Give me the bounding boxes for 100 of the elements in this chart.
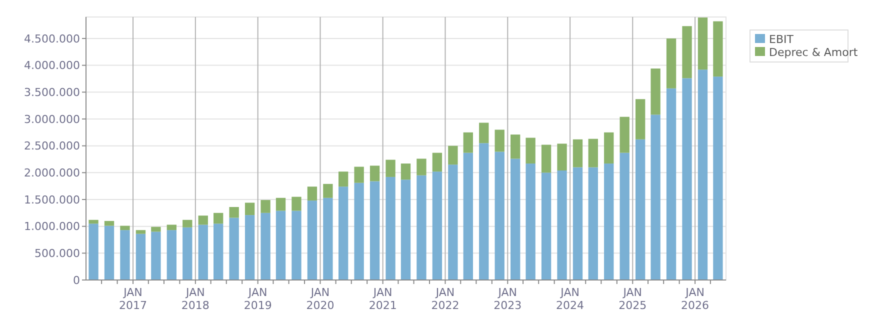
bar — [463, 152, 473, 280]
bar — [432, 172, 442, 280]
bar — [650, 114, 660, 280]
bar — [198, 224, 208, 280]
x-tick-label: JAN 2019 — [244, 286, 272, 312]
bar — [698, 70, 708, 280]
y-tick-label: 0 — [73, 274, 80, 287]
bar — [698, 18, 708, 70]
bar — [338, 186, 348, 280]
y-tick-label: 4.500.000 — [24, 32, 80, 46]
y-tick-label: 500.000 — [34, 247, 80, 260]
bar — [307, 200, 318, 280]
x-tick-label: JAN 2017 — [119, 286, 148, 312]
bar — [229, 218, 239, 280]
bar — [682, 26, 692, 78]
bar — [354, 182, 364, 280]
bar — [338, 172, 348, 187]
bar — [354, 166, 364, 183]
y-tick-label: 3.500.000 — [24, 86, 80, 99]
legend-label: EBIT — [769, 32, 794, 46]
y-tick-label: 2.500.000 — [24, 140, 80, 153]
bar — [260, 200, 270, 213]
bar — [323, 198, 333, 280]
x-tick-label: JAN 2022 — [431, 286, 460, 312]
bar — [120, 226, 130, 230]
bar — [526, 138, 536, 164]
bar — [494, 130, 504, 152]
bar — [510, 134, 520, 159]
bar — [479, 143, 489, 280]
bar — [244, 202, 255, 216]
bar — [635, 99, 646, 140]
y-tick-label: 1.000.000 — [24, 220, 80, 234]
bar — [166, 230, 177, 280]
x-tick-label: JAN 2026 — [681, 286, 710, 312]
bar — [198, 216, 208, 225]
y-tick-label: 4.000.000 — [24, 59, 80, 72]
bar — [182, 220, 192, 228]
bar — [557, 170, 567, 280]
x-tick-label: JAN 2021 — [368, 286, 397, 312]
bar — [479, 122, 489, 144]
bar — [588, 167, 598, 280]
bar — [682, 78, 692, 280]
bar — [386, 160, 396, 177]
bar — [572, 167, 583, 280]
bar — [557, 144, 567, 171]
bar — [713, 21, 723, 77]
bar — [276, 210, 286, 280]
bar — [370, 181, 380, 280]
x-tick-label: JAN 2023 — [494, 286, 522, 312]
bar — [386, 176, 396, 280]
y-tick-label: 2.000.000 — [24, 166, 80, 180]
y-tick-label: 1.500.000 — [24, 193, 80, 206]
bar — [494, 152, 504, 280]
bar — [229, 207, 239, 218]
bar — [136, 234, 146, 280]
bar — [151, 226, 161, 232]
bar — [635, 139, 646, 280]
bar — [276, 198, 286, 211]
bar — [666, 88, 676, 280]
bar — [541, 172, 552, 280]
x-tick-label: JAN 2025 — [618, 286, 647, 312]
bar — [104, 220, 114, 226]
y-tick-label: 3.000.000 — [24, 112, 80, 126]
bar — [510, 158, 520, 280]
bar — [604, 132, 614, 164]
bar — [370, 166, 380, 182]
bar — [604, 164, 614, 280]
bar — [260, 212, 270, 280]
bar — [620, 152, 630, 280]
bar — [214, 224, 224, 280]
bar — [572, 139, 583, 168]
bar — [416, 175, 426, 280]
bar — [713, 76, 723, 280]
bar — [416, 158, 426, 176]
bar — [448, 164, 458, 280]
bar — [432, 152, 442, 172]
bar — [166, 224, 177, 230]
bar — [88, 220, 98, 224]
bar — [650, 68, 660, 115]
bar — [400, 180, 411, 280]
bar — [244, 215, 255, 280]
bar — [463, 132, 473, 153]
bar — [104, 226, 114, 280]
bar — [666, 38, 676, 88]
bar — [88, 224, 98, 280]
x-tick-label: JAN 2018 — [181, 286, 210, 312]
x-tick-label: JAN 2020 — [306, 286, 334, 312]
bar — [620, 116, 630, 153]
bar — [448, 146, 458, 165]
bar — [541, 144, 552, 173]
x-tick-label: JAN 2024 — [556, 286, 584, 312]
bar — [292, 210, 302, 280]
bar — [307, 186, 318, 201]
bar — [526, 164, 536, 280]
bar — [182, 227, 192, 280]
bar — [323, 184, 333, 198]
bar — [588, 138, 598, 168]
legend-label: Deprec & Amort — [769, 46, 858, 59]
bar — [400, 164, 411, 180]
bar — [292, 196, 302, 211]
